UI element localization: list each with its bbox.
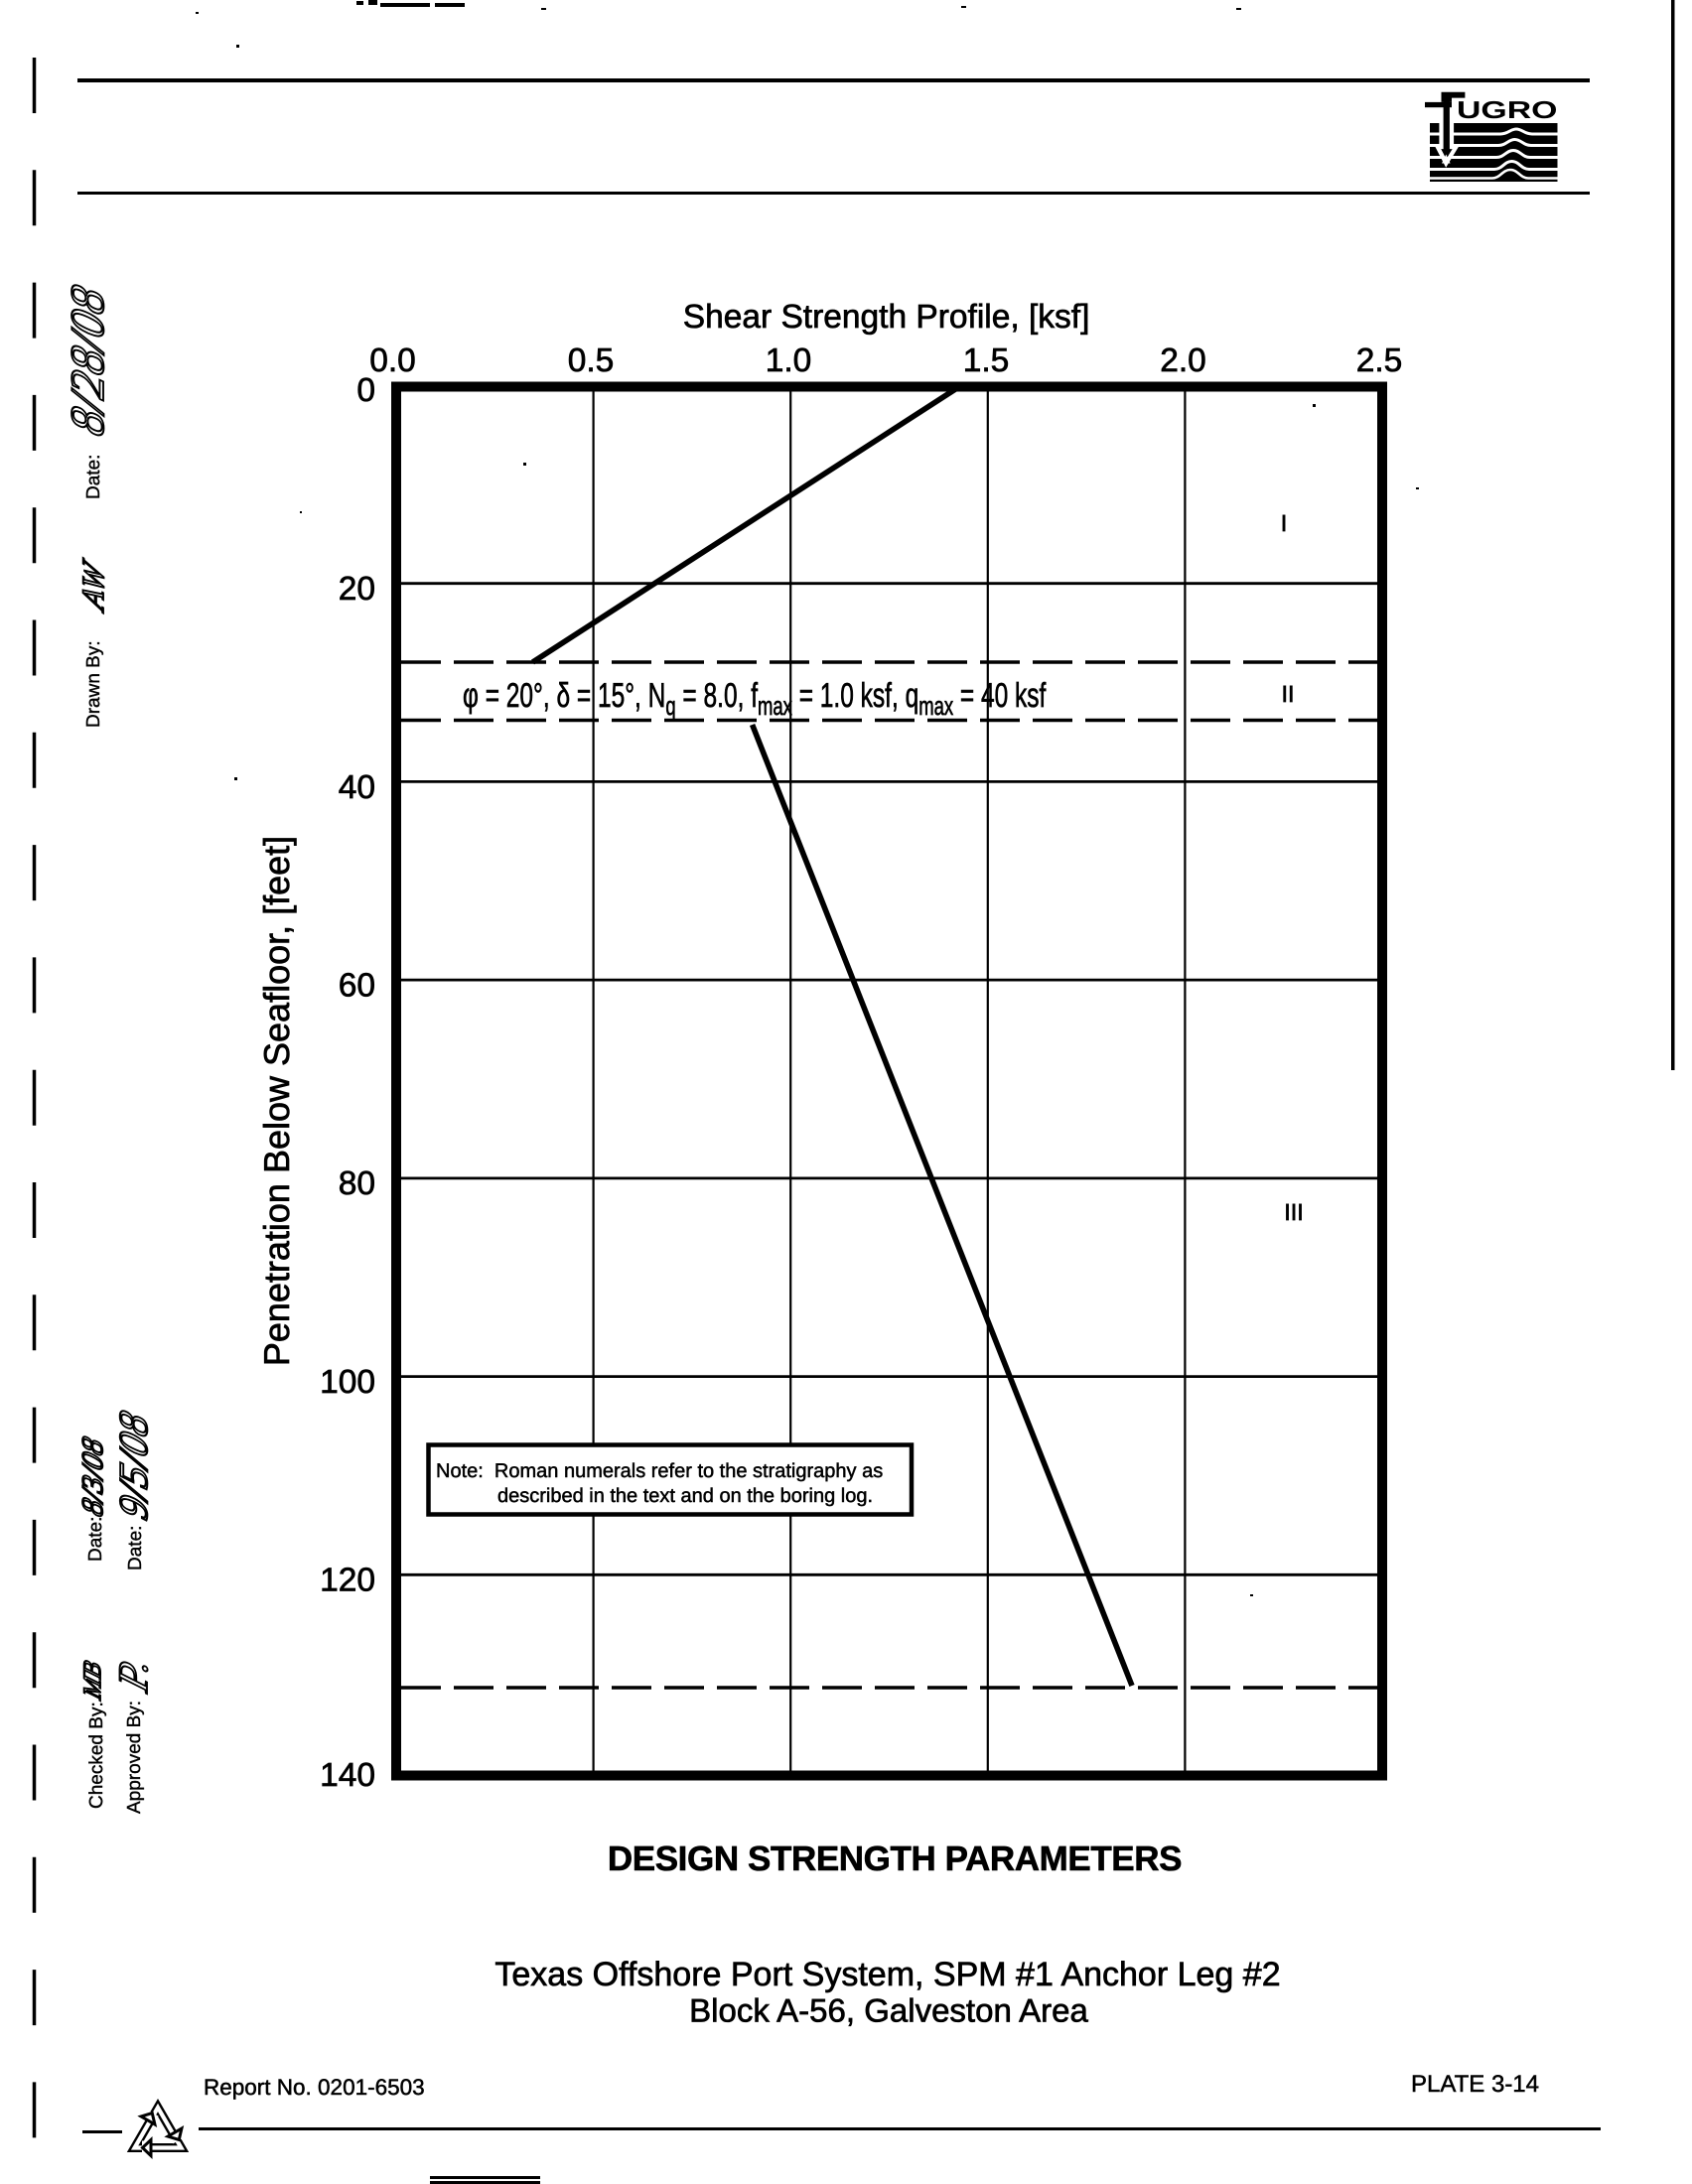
svg-text:Penetration Below Seafloor, [f: Penetration Below Seafloor, [feet] — [256, 836, 297, 1366]
svg-text:Texas Offshore Port System, SP: Texas Offshore Port System, SPM #1 Ancho… — [494, 1956, 1280, 1993]
svg-text:1.0: 1.0 — [766, 342, 812, 379]
svg-text:UGRO: UGRO — [1457, 97, 1558, 124]
svg-text:III: III — [1284, 1199, 1304, 1225]
svg-text:Report No. 0201-6503: Report No. 0201-6503 — [204, 2075, 425, 2100]
svg-text:φ = 20°, δ = 15°, Nq = 8.0, fm: φ = 20°, δ = 15°, Nq = 8.0, fmax = 1.0 k… — [463, 677, 1047, 721]
svg-text:I: I — [1281, 510, 1288, 536]
svg-text:0.0: 0.0 — [369, 342, 416, 379]
svg-text:PLATE 3-14: PLATE 3-14 — [1411, 2071, 1539, 2098]
svg-text:80: 80 — [339, 1165, 375, 1202]
svg-text:0.5: 0.5 — [568, 342, 615, 379]
svg-text:20: 20 — [339, 571, 375, 608]
svg-text:Approved By:: Approved By: — [124, 1701, 145, 1814]
svg-text:Date:: Date: — [125, 1526, 146, 1570]
svg-text:1.5: 1.5 — [963, 342, 1010, 379]
svg-text:Shear Strength Profile, [ksf]: Shear Strength Profile, [ksf] — [683, 299, 1090, 336]
svg-text:Date:: Date: — [85, 1517, 106, 1562]
svg-text:II: II — [1281, 681, 1294, 707]
svg-text:Block A-56, Galveston Area: Block A-56, Galveston Area — [689, 1992, 1088, 2029]
svg-text:100: 100 — [320, 1364, 375, 1401]
svg-text:60: 60 — [339, 968, 375, 1005]
svg-text:Note: Roman numerals refer to: Note: Roman numerals refer to the strati… — [436, 1460, 883, 1482]
svg-text:120: 120 — [320, 1563, 375, 1599]
svg-text:2.0: 2.0 — [1160, 342, 1206, 379]
svg-text:DESIGN STRENGTH PARAMETERS: DESIGN STRENGTH PARAMETERS — [608, 1840, 1182, 1878]
svg-text:described in the text and on t: described in the text and on the boring … — [497, 1485, 873, 1507]
svg-text:0: 0 — [356, 372, 375, 409]
svg-text:8/28/08: 8/28/08 — [62, 280, 114, 441]
svg-text:Drawn By:: Drawn By: — [83, 640, 104, 728]
svg-text:2.5: 2.5 — [1356, 342, 1403, 379]
svg-text:140: 140 — [320, 1757, 375, 1794]
svg-text:Checked By:: Checked By: — [86, 1702, 107, 1809]
svg-text:Date:: Date: — [83, 455, 104, 499]
svg-text:40: 40 — [339, 769, 375, 806]
svg-text:8/3/08: 8/3/08 — [76, 1433, 109, 1520]
svg-text:9/5/08: 9/5/08 — [110, 1406, 156, 1525]
